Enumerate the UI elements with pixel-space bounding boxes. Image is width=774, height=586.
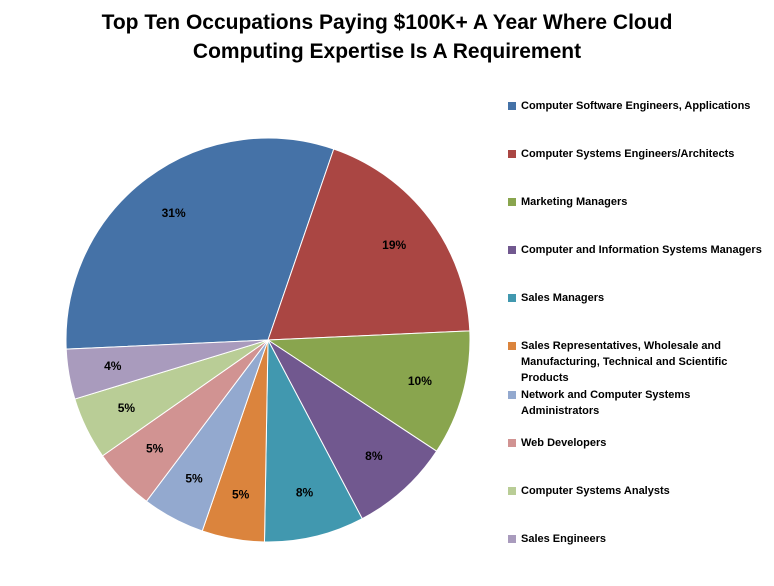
legend-entry: Marketing Managers <box>508 194 768 210</box>
legend-entry: Sales Managers <box>508 290 768 306</box>
legend-swatch <box>508 342 516 350</box>
legend-label: Sales Managers <box>521 292 605 304</box>
legend-label: Computer Software Engineers, Application… <box>521 100 751 112</box>
pie-slice <box>263 339 363 543</box>
data-label: 5% <box>232 487 250 501</box>
data-label: 5% <box>118 401 136 415</box>
legend-swatch <box>508 487 516 495</box>
pie-slice <box>266 330 471 452</box>
legend-entry: Computer Software Engineers, Application… <box>508 98 768 114</box>
legend-swatch <box>508 391 516 399</box>
legend-entry: Computer and Information Systems Manager… <box>508 242 768 258</box>
data-label: 10% <box>408 374 432 388</box>
pie-slice <box>267 339 438 520</box>
legend-label: Sales Representatives, Wholesale and Man… <box>521 340 728 384</box>
legend-swatch <box>508 150 516 158</box>
legend-entry: Computer Systems Analysts <box>508 483 768 499</box>
legend-swatch <box>508 535 516 543</box>
chart-title: Top Ten Occupations Paying $100K+ A Year… <box>101 11 673 63</box>
data-label: 5% <box>146 442 164 456</box>
legend-label: Marketing Managers <box>521 196 628 208</box>
data-label: 4% <box>104 359 122 373</box>
legend-entry: Web Developers <box>508 435 768 451</box>
data-label: 19% <box>382 238 406 252</box>
data-label: 8% <box>296 485 314 499</box>
legend-label: Web Developers <box>521 437 607 449</box>
legend-entry: Sales Engineers <box>508 531 768 547</box>
legend-entry: Computer Systems Engineers/Architects <box>508 146 768 162</box>
legend-swatch <box>508 294 516 302</box>
legend-entry: Network and Computer Systems Administrat… <box>508 387 768 419</box>
pie-slice <box>65 339 269 400</box>
legend-label: Computer Systems Engineers/Architects <box>521 148 735 160</box>
data-label: 5% <box>185 471 203 485</box>
pie-slice <box>267 148 471 341</box>
legend-swatch <box>508 246 516 254</box>
data-label: 31% <box>162 206 186 220</box>
legend-swatch <box>508 102 516 110</box>
legend-label: Sales Engineers <box>521 533 606 545</box>
legend-swatch <box>508 198 516 206</box>
legend-swatch <box>508 439 516 447</box>
legend-label: Computer Systems Analysts <box>521 485 670 497</box>
data-label: 8% <box>365 449 383 463</box>
pie-slice <box>65 137 335 350</box>
legend-label: Network and Computer Systems Administrat… <box>521 389 691 417</box>
legend-entry: Sales Representatives, Wholesale and Man… <box>508 338 768 386</box>
legend-label: Computer and Information Systems Manager… <box>521 244 762 256</box>
